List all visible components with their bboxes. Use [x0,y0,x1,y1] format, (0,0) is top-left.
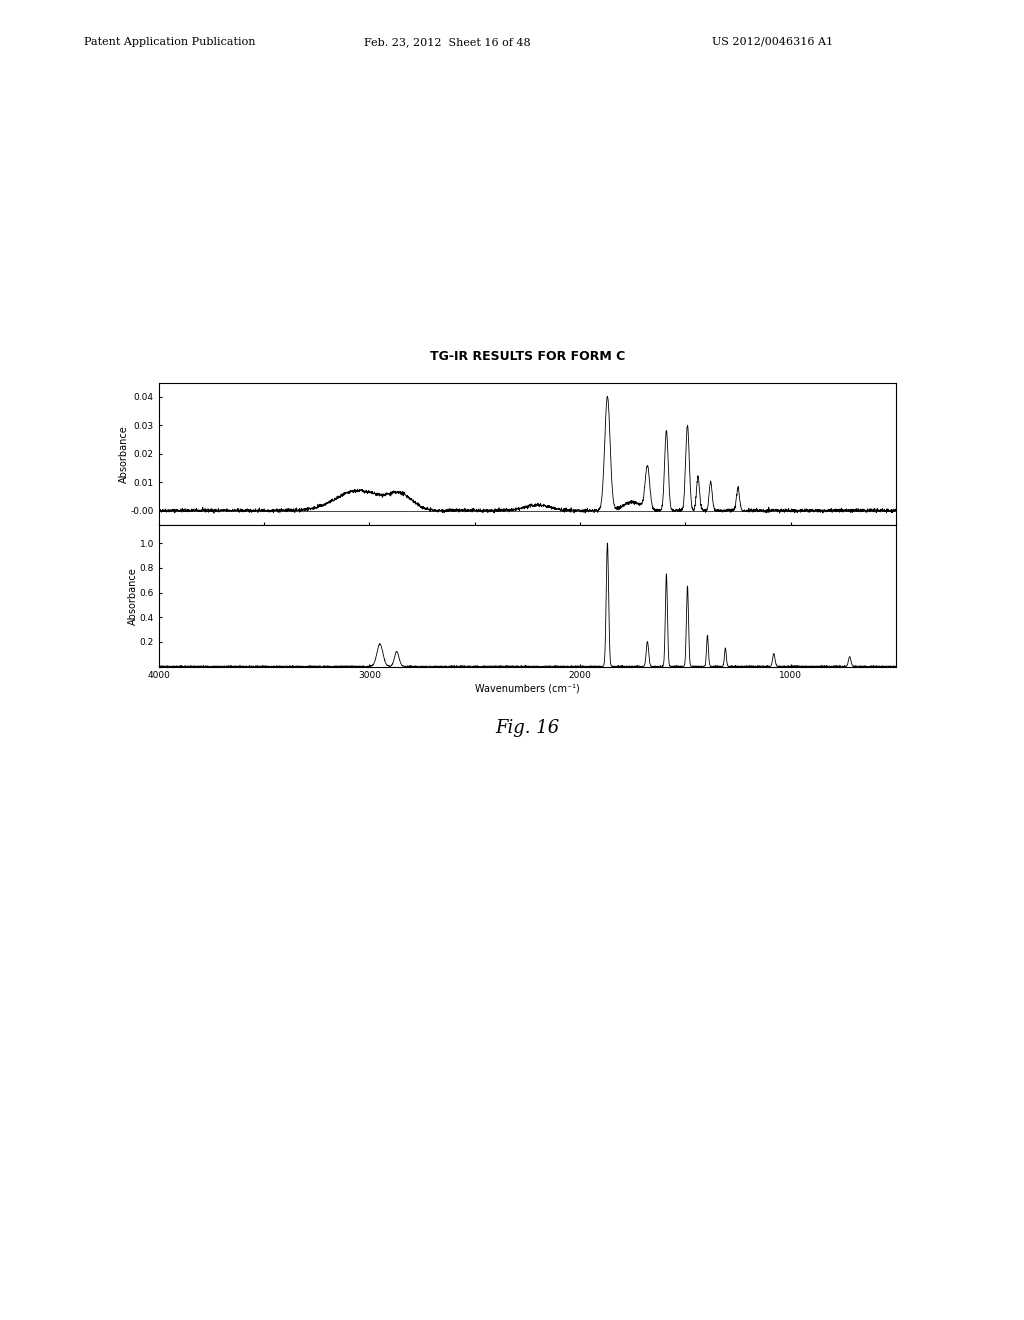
Text: TG-IR RESULTS FOR FORM C: TG-IR RESULTS FOR FORM C [430,350,625,363]
Text: Fig. 16: Fig. 16 [496,719,559,738]
Text: Patent Application Publication: Patent Application Publication [84,37,255,48]
Text: Feb. 23, 2012  Sheet 16 of 48: Feb. 23, 2012 Sheet 16 of 48 [364,37,530,48]
Text: US 2012/0046316 A1: US 2012/0046316 A1 [712,37,833,48]
Y-axis label: Absorbance: Absorbance [128,566,138,624]
X-axis label: Wavenumbers (cm⁻¹): Wavenumbers (cm⁻¹) [475,684,580,693]
Y-axis label: Absorbance: Absorbance [119,425,129,483]
